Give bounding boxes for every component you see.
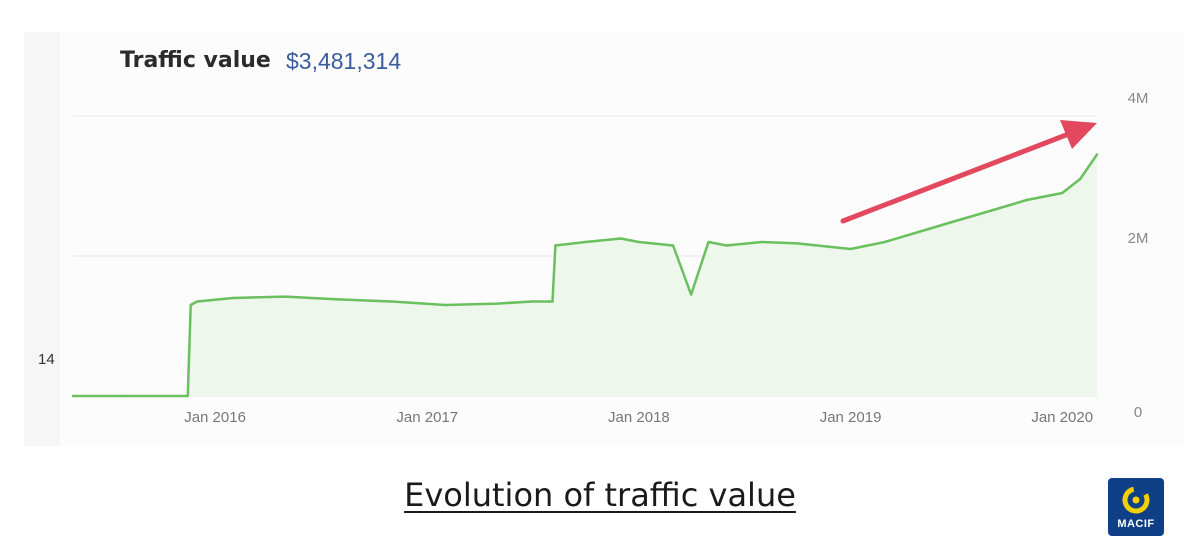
data-point (71, 394, 75, 398)
chart-caption-text: Evolution of traffic value (404, 476, 796, 514)
data-point (495, 302, 499, 305)
data-point (186, 394, 189, 398)
data-point (284, 295, 287, 298)
card-left-strip (24, 32, 60, 446)
side-number: 14 (38, 351, 55, 368)
data-point (954, 219, 957, 223)
data-point (1025, 198, 1029, 202)
data-point (125, 394, 128, 398)
data-point (531, 300, 534, 303)
x-tick-label: Jan 2019 (820, 409, 882, 426)
data-point (337, 298, 340, 301)
data-point (725, 244, 728, 247)
x-tick-label: Jan 2020 (1031, 409, 1093, 426)
data-point (390, 300, 394, 303)
series-area (73, 154, 1097, 396)
data-point (1079, 177, 1082, 181)
data-point (554, 244, 557, 247)
data-point (189, 303, 192, 307)
macif-logo-text: MACIF (1117, 518, 1155, 530)
data-point (1095, 153, 1099, 156)
macif-logo: MACIF (1108, 478, 1164, 536)
series-line (73, 153, 1099, 398)
data-point (689, 293, 693, 296)
data-point (231, 296, 235, 300)
y-tick-label: 4M (1128, 90, 1149, 107)
data-point (849, 247, 852, 251)
data-point (707, 240, 710, 244)
traffic-value-amount: $3,481,314 (286, 48, 402, 74)
macif-logo-icon (1122, 486, 1150, 514)
chart-caption: Evolution of traffic value (0, 476, 1200, 514)
data-point (1061, 191, 1064, 195)
traffic-value-chart: Jan 2016 Jan 2017 Jan 2018 Jan 2019 Jan 2020… (71, 90, 1149, 426)
data-point (671, 244, 675, 247)
data-point (918, 230, 922, 233)
growth-arrow-shaft (840, 132, 1069, 224)
data-point (637, 240, 641, 244)
data-point (551, 300, 554, 303)
growth-arrow-head (1060, 120, 1097, 149)
data-point (444, 303, 447, 307)
x-tick-label: Jan 2017 (396, 409, 458, 426)
x-tick-label: Jan 2016 (184, 409, 246, 426)
traffic-value-label: Traffic value (120, 48, 271, 73)
data-point (619, 237, 623, 240)
data-point (195, 300, 199, 303)
data-point (584, 240, 587, 244)
data-point (796, 242, 799, 245)
y-tick-label: 0 (1134, 404, 1142, 421)
y-tick-label: 2M (1128, 230, 1149, 247)
data-point (760, 240, 764, 244)
growth-arrow (840, 120, 1097, 224)
data-point (990, 209, 993, 212)
data-point (883, 240, 886, 244)
x-tick-label: Jan 2018 (608, 409, 670, 426)
